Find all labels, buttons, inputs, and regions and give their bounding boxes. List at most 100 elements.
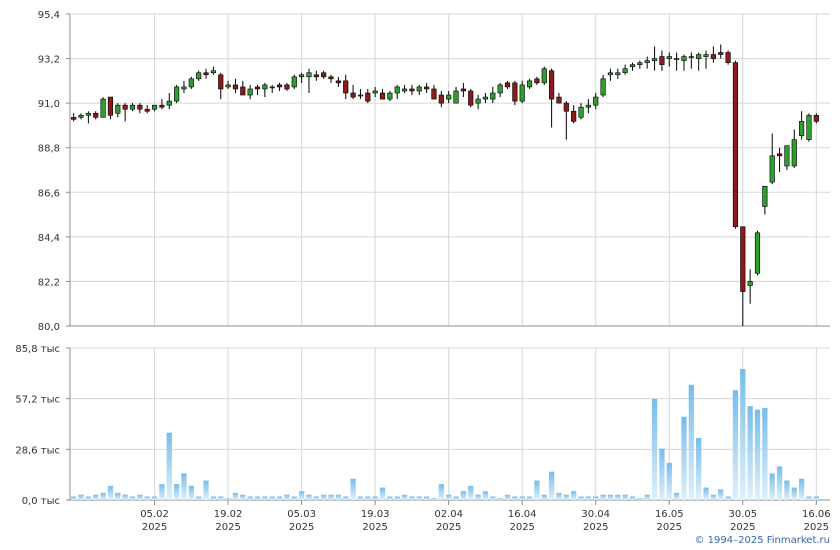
candle	[78, 113, 84, 120]
candle-body	[806, 114, 812, 140]
volume-bar	[563, 494, 569, 500]
candle	[725, 50, 731, 65]
candle-body	[629, 64, 636, 67]
candle	[688, 52, 694, 69]
candle	[585, 99, 591, 114]
candle-body	[578, 106, 584, 118]
volume-bar	[107, 485, 114, 500]
candle-body	[372, 90, 378, 94]
candle-body	[460, 88, 466, 92]
candle	[446, 90, 452, 104]
candle	[372, 86, 378, 98]
candle-body	[637, 62, 643, 65]
volume-bar	[519, 496, 525, 500]
candle-body	[151, 104, 158, 110]
candle-body	[776, 153, 783, 157]
volume-axis: 85,8 тыс 57,2 тыс 28,6 тыс 0,0 тыс	[15, 344, 830, 507]
volume-bar	[387, 496, 393, 500]
candle	[313, 70, 319, 81]
volume-bar	[240, 494, 246, 500]
volume-bar	[600, 494, 606, 500]
volume-bar	[210, 496, 217, 500]
volume-bar	[578, 496, 584, 500]
volume-bar	[637, 498, 643, 500]
volume-bar	[798, 478, 805, 500]
volume-bar	[137, 494, 143, 500]
volume-bar	[571, 491, 577, 500]
volume-bar	[534, 480, 540, 500]
candle-body	[754, 232, 761, 274]
volume-bar	[262, 496, 268, 500]
volume-bar	[622, 494, 628, 500]
candle-body	[247, 88, 253, 96]
candle	[424, 82, 430, 94]
volume-bar	[122, 494, 128, 500]
candle-body	[446, 94, 452, 100]
date-tick-label: 30.05	[728, 509, 757, 520]
volume-bar	[696, 437, 702, 500]
volume-bar	[468, 485, 474, 500]
candle-body	[799, 121, 805, 136]
candle	[512, 80, 518, 106]
candle	[129, 103, 136, 112]
candle	[218, 72, 224, 100]
volume-bar	[78, 494, 84, 500]
candle	[387, 90, 393, 102]
candle-body	[394, 86, 400, 94]
volume-bar	[747, 406, 753, 500]
volume-bar	[512, 496, 518, 500]
candle	[453, 86, 459, 104]
candle-body	[666, 56, 672, 59]
candle-body	[747, 281, 753, 286]
volume-bar	[718, 489, 724, 500]
volume-bar	[453, 496, 459, 500]
candle-body	[166, 100, 172, 106]
candle-body	[387, 92, 393, 100]
candle-body	[232, 84, 239, 90]
volume-tick-label: 0,0 тыс	[22, 496, 60, 507]
candle	[262, 82, 268, 98]
candle	[556, 93, 562, 104]
candle	[71, 113, 77, 122]
candle-body	[93, 112, 99, 118]
candle-body	[615, 72, 621, 76]
volume-bar	[93, 494, 99, 500]
volume-bar	[475, 494, 481, 500]
candle	[159, 99, 165, 110]
candle	[321, 70, 327, 79]
volume-bar	[556, 492, 562, 500]
volume-bar	[725, 496, 731, 500]
volume-bar	[629, 496, 636, 500]
volume-bar	[673, 492, 680, 500]
candle	[210, 66, 216, 75]
volume-bar	[659, 448, 665, 500]
candle-body	[688, 56, 694, 58]
price-panel-grid	[70, 13, 830, 327]
candle	[460, 82, 466, 98]
candle	[100, 97, 106, 118]
volume-bar	[115, 492, 121, 500]
candle	[151, 104, 158, 112]
volume-bar	[188, 485, 194, 500]
candle	[350, 84, 356, 100]
date-tick-year: 2025	[804, 522, 829, 533]
volume-bar	[350, 478, 356, 500]
candle-body	[328, 76, 334, 80]
date-tick-label: 19.02	[214, 509, 243, 520]
candle-body	[240, 86, 246, 96]
candle	[475, 95, 481, 110]
volume-bar	[784, 480, 790, 500]
volume-bar	[416, 496, 422, 500]
candle	[394, 84, 400, 100]
volume-bar	[762, 407, 768, 500]
candle	[651, 46, 658, 71]
candle	[379, 88, 386, 100]
candle	[240, 80, 246, 96]
date-tick-year: 2025	[657, 522, 682, 533]
candle	[269, 84, 275, 94]
volume-bar	[335, 494, 342, 500]
candle-body	[659, 56, 665, 65]
candle-body	[674, 58, 680, 60]
volume-bar	[769, 473, 775, 500]
candle-body	[504, 82, 511, 88]
